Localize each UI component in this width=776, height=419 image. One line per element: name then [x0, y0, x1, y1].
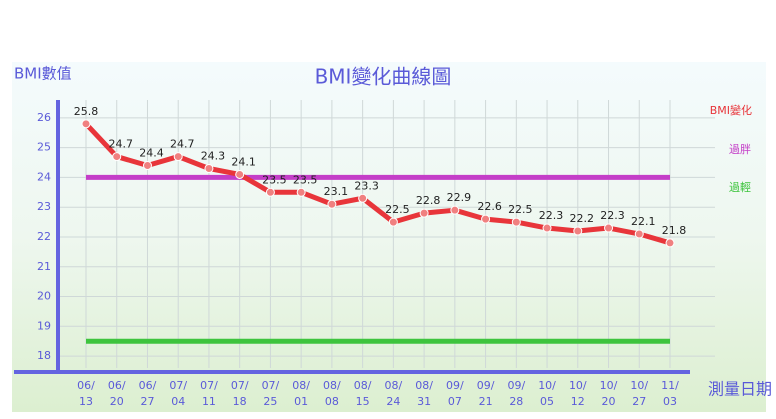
data-label: 22.5 [385, 203, 410, 216]
legend-label: 過胖 [729, 143, 751, 156]
data-label: 24.4 [139, 147, 164, 160]
data-label: 23.5 [293, 173, 318, 186]
y-tick-label: 23 [37, 200, 51, 213]
point [265, 187, 275, 197]
data-label: 22.2 [570, 212, 595, 225]
data-label: 24.7 [170, 138, 195, 151]
x-tick-label: 11/03 [661, 379, 679, 408]
data-label: 22.9 [447, 191, 472, 204]
y-tick-label: 26 [37, 111, 51, 124]
x-tick-label: 06/13 [77, 379, 95, 408]
chart-title: BMI變化曲線圖 [315, 65, 452, 89]
point [511, 217, 521, 227]
x-tick-label: 10/12 [569, 379, 587, 408]
y-tick-label: 22 [37, 230, 51, 243]
point [81, 119, 91, 129]
point [327, 199, 337, 209]
y-tick-label: 19 [37, 319, 51, 332]
data-label: 23.3 [354, 179, 379, 192]
x-tick-label: 07/18 [231, 379, 249, 408]
point [542, 223, 552, 233]
point [112, 152, 122, 162]
data-label: 23.1 [324, 185, 349, 198]
y-tick-label: 25 [37, 141, 51, 154]
legend-label: 過輕 [729, 181, 751, 194]
point [450, 205, 460, 215]
x-tick-label: 06/20 [108, 379, 126, 408]
x-tick-label: 06/27 [139, 379, 157, 408]
y-tick-label: 24 [37, 170, 51, 183]
x-tick-label: 08/24 [385, 379, 403, 408]
data-label: 21.8 [662, 224, 687, 237]
point [173, 152, 183, 162]
x-tick-label: 07/11 [200, 379, 218, 408]
point [235, 169, 245, 179]
y-axis-label: BMI數值 [14, 65, 72, 83]
data-label: 24.1 [231, 155, 256, 168]
point [634, 229, 644, 239]
y-tick-label: 18 [37, 349, 51, 362]
data-label: 22.1 [631, 215, 656, 228]
point [665, 238, 675, 248]
point [204, 163, 214, 173]
data-label: 22.8 [416, 194, 441, 207]
x-tick-label: 08/01 [292, 379, 310, 408]
data-label: 24.3 [201, 149, 226, 162]
x-tick-label: 10/27 [630, 379, 648, 408]
x-tick-label: 07/04 [169, 379, 187, 408]
x-tick-label: 08/08 [323, 379, 341, 408]
point [388, 217, 398, 227]
point [573, 226, 583, 236]
y-tick-label: 20 [37, 290, 51, 303]
point [296, 187, 306, 197]
data-label: 24.7 [108, 138, 133, 151]
data-label: 22.6 [477, 200, 502, 213]
point [419, 208, 429, 218]
data-label: 22.3 [600, 209, 625, 222]
y-tick-label: 21 [37, 260, 51, 273]
x-tick-label: 09/21 [477, 379, 495, 408]
line [84, 122, 671, 246]
point [358, 193, 368, 203]
legend-label: BMI變化 [710, 103, 752, 117]
x-tick-label: 08/15 [354, 379, 372, 408]
x-tick-label: 09/07 [446, 379, 464, 408]
point [481, 214, 491, 224]
point [604, 223, 614, 233]
data-label: 25.8 [74, 105, 99, 118]
x-tick-label: 10/20 [600, 379, 618, 408]
x-tick-label: 08/31 [415, 379, 433, 408]
data-label: 22.5 [508, 203, 533, 216]
data-label: 23.5 [262, 173, 287, 186]
point [142, 161, 152, 171]
x-tick-label: 07/25 [262, 379, 280, 408]
data-label: 22.3 [539, 209, 564, 222]
x-tick-label: 10/05 [538, 379, 556, 408]
x-tick-label: 09/28 [507, 379, 525, 408]
x-axis-label: 測量日期 [708, 380, 772, 399]
